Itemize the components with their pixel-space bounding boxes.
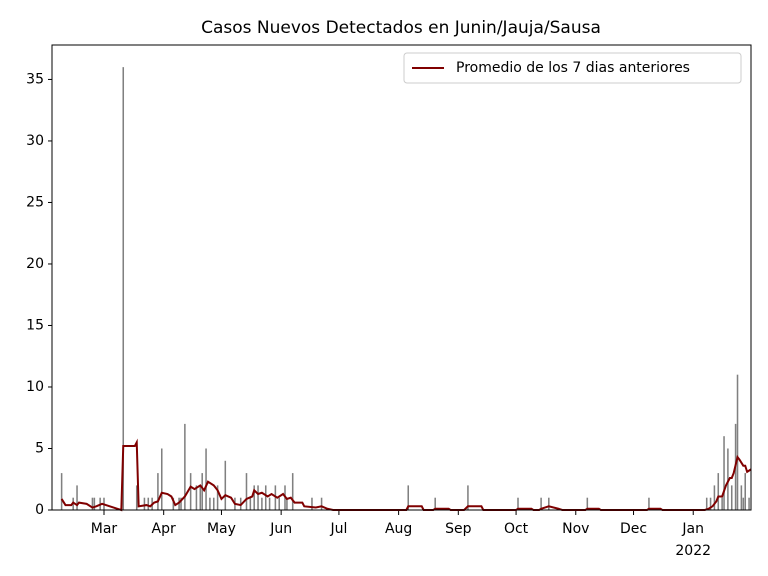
bar [648,497,650,510]
bar [727,448,729,510]
bar [264,485,267,510]
bar [257,485,259,510]
bar [209,497,211,510]
x-tick-label: Dec [619,521,648,537]
x-tick-label: Sep [445,521,472,537]
legend-box [403,52,742,84]
bar [434,497,436,510]
bar [160,448,163,510]
bar [268,497,271,510]
bar [291,473,294,510]
bar [548,497,550,510]
bar [748,497,750,510]
y-tick-label: 15 [26,317,44,333]
bar [586,497,589,510]
x-tick-label: Aug [384,521,413,537]
y-tick-label: 0 [35,502,44,518]
bar [278,497,280,510]
bar [717,473,720,510]
y-tick-label: 25 [26,194,44,210]
bar [224,460,227,510]
bar [407,485,410,510]
bar [744,473,746,510]
bar [320,497,323,510]
bar [705,497,708,510]
bar [723,436,725,510]
y-tick-label: 30 [26,133,44,149]
bar [216,485,219,510]
bar [147,497,150,510]
bar [76,485,78,510]
bar [253,485,255,510]
bar [311,497,313,510]
bar [195,485,198,510]
bar [709,497,712,510]
bar [261,497,263,510]
bar [143,497,146,510]
bar [184,423,186,510]
bar [736,374,739,510]
bar [721,497,723,510]
bar [740,485,743,510]
x-tick-label: Jun [270,521,293,537]
x-tick-label: Mar [90,521,118,537]
bar [180,497,182,510]
y-tick-label: 20 [26,256,44,272]
bar [178,497,180,510]
bar [201,473,203,510]
bar [93,497,96,510]
bar [212,497,215,510]
bar [199,485,202,510]
bar [467,485,469,510]
x-tick-label: Nov [562,521,590,537]
average-line [60,438,752,512]
bar [742,497,745,510]
bar [540,497,542,510]
bar [274,485,277,510]
bar [730,485,733,510]
y-tick-label: 10 [26,379,44,395]
legend-label: Promedio de los 7 dias anteriores [456,60,690,76]
x-tick-label: Jul [330,521,348,537]
bar [713,485,716,510]
plot-frame [51,44,752,511]
bar [286,497,288,510]
bar [245,473,248,510]
y-tick-label: 35 [26,71,44,87]
bar [517,497,519,510]
bar [60,473,63,510]
chart-title: Casos Nuevos Detectados en Junin/Jauja/S… [201,18,601,38]
bar [249,497,252,510]
x-tick-label: Oct [503,521,529,537]
x-tick-label: May [206,521,236,537]
bar [122,67,125,511]
bar [205,448,207,510]
bar [157,473,159,510]
x-tick-label: Jan 2022 [675,521,712,559]
x-tick-label: Apr [151,521,176,537]
bar [91,497,94,510]
bar [135,485,138,510]
bar [189,473,192,510]
bar [172,497,175,510]
y-tick-label: 5 [35,440,44,456]
